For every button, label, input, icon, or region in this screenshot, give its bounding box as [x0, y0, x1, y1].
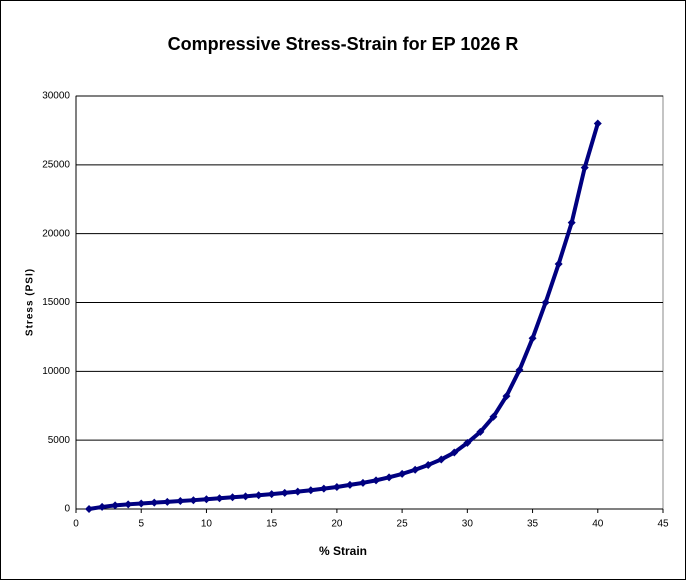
y-tick-label: 30000: [42, 91, 70, 102]
y-tick-label: 20000: [42, 228, 70, 239]
data-point: [398, 469, 407, 478]
data-point: [254, 491, 263, 500]
data-point: [85, 505, 94, 513]
y-tick-label: 5000: [48, 435, 71, 446]
data-point: [463, 438, 472, 447]
data-point: [98, 502, 107, 511]
data-point: [580, 163, 589, 172]
data-point: [541, 298, 550, 307]
data-point: [189, 496, 198, 505]
y-axis-label: Stress (PSI): [25, 268, 36, 336]
data-point: [163, 497, 172, 506]
y-tick-label: 25000: [42, 159, 70, 170]
x-tick-label: 35: [527, 519, 539, 530]
data-point: [411, 465, 420, 474]
data-point: [528, 334, 537, 343]
data-point: [593, 119, 602, 128]
data-point: [176, 497, 185, 506]
x-tick-label: 45: [657, 519, 669, 530]
data-point: [450, 448, 459, 457]
data-point: [358, 478, 367, 487]
y-tick-label: 0: [64, 504, 70, 515]
data-point: [306, 486, 315, 495]
x-tick-label: 40: [592, 519, 604, 530]
data-point: [319, 484, 328, 493]
data-line: [88, 122, 600, 511]
data-point: [554, 259, 563, 268]
data-point: [241, 492, 250, 501]
data-point: [293, 487, 302, 496]
data-point: [150, 498, 159, 507]
x-tick-label: 10: [201, 519, 213, 530]
x-tick-label: 30: [462, 519, 474, 530]
data-point: [332, 482, 341, 491]
data-point: [345, 480, 354, 489]
data-point: [515, 365, 524, 374]
x-tick-label: 5: [138, 519, 144, 530]
data-point: [502, 392, 511, 401]
x-tick-label: 20: [331, 519, 343, 530]
data-point: [228, 493, 237, 502]
data-point: [215, 494, 224, 503]
x-tick-label: 0: [73, 519, 79, 530]
x-axis-label: % Strain: [319, 544, 367, 558]
data-point: [137, 499, 146, 508]
data-point: [124, 500, 133, 509]
data-point: [372, 476, 381, 485]
data-point: [437, 455, 446, 464]
data-point: [202, 495, 211, 504]
chart-title: Compressive Stress-Strain for EP 1026 R: [168, 34, 519, 54]
data-point: [476, 427, 485, 436]
data-point: [280, 488, 289, 497]
data-point: [267, 490, 276, 499]
data-point: [385, 473, 394, 482]
data-point: [489, 412, 498, 421]
y-tick-label: 15000: [42, 297, 70, 308]
data-point: [111, 501, 120, 510]
x-tick-label: 15: [266, 519, 278, 530]
x-tick-label: 25: [397, 519, 409, 530]
data-point: [567, 218, 576, 227]
data-point: [424, 460, 433, 469]
y-tick-label: 10000: [42, 366, 70, 377]
